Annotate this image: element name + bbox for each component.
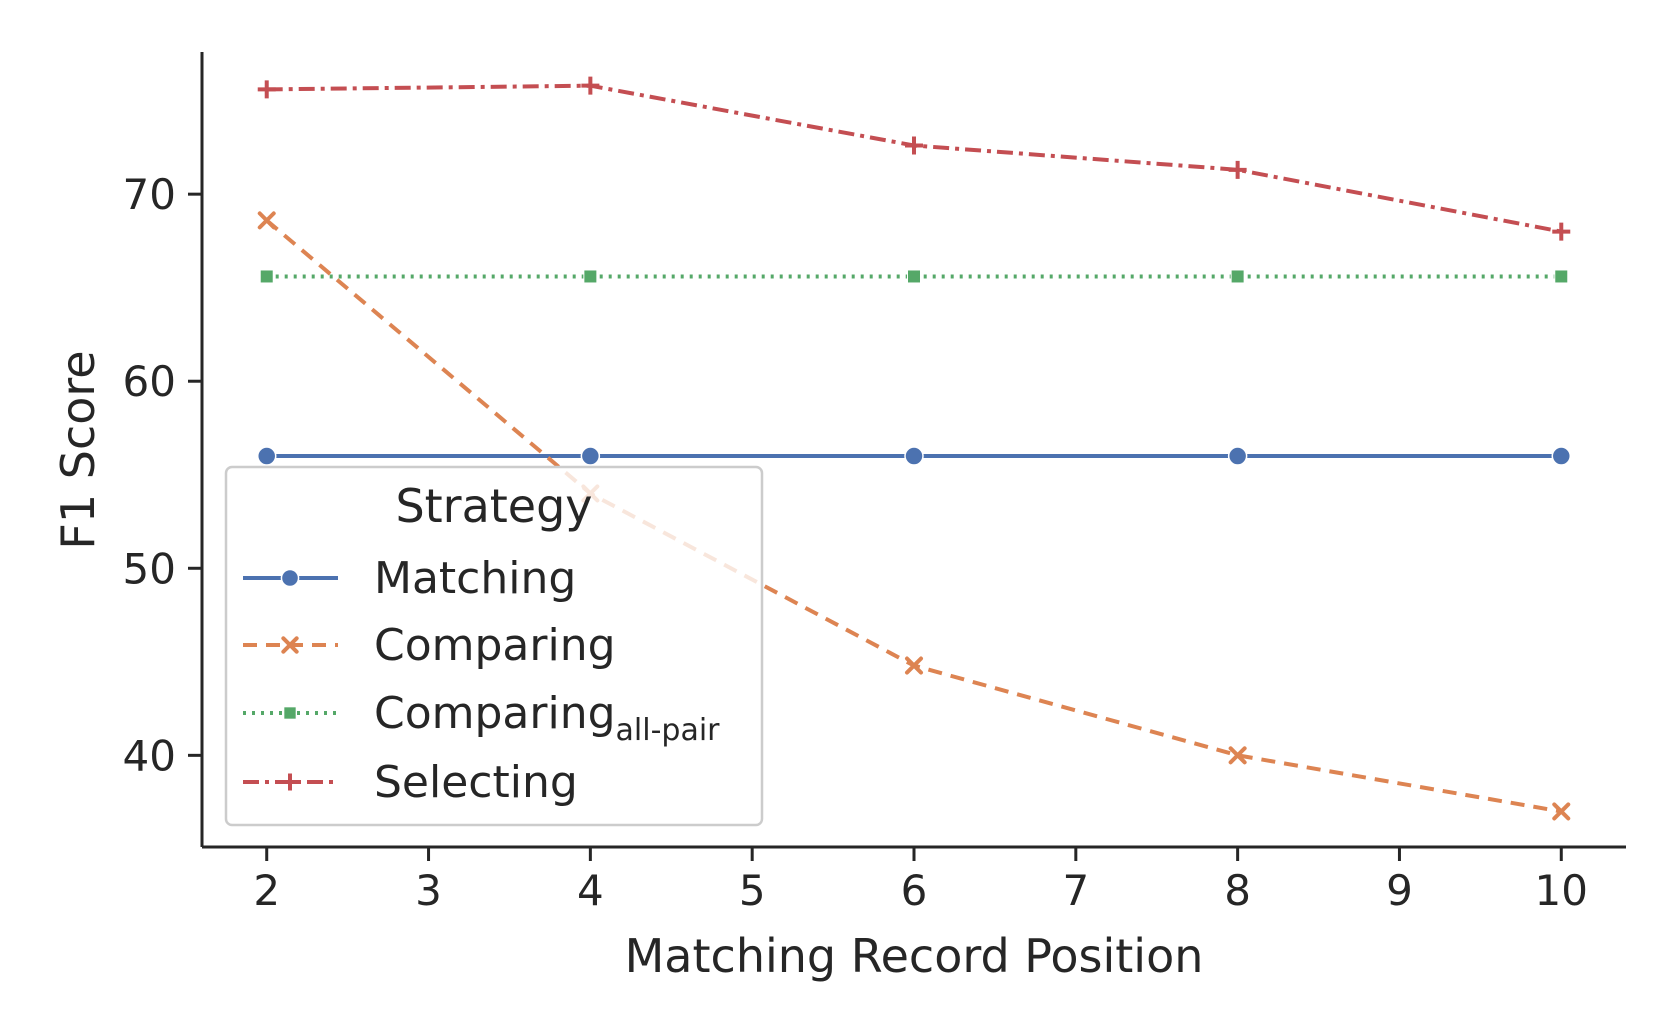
x-axis-label: Matching Record Position (625, 929, 1204, 983)
legend-title: Strategy (395, 479, 592, 533)
legend-entry-comparing: Comparing (243, 620, 616, 671)
data-point-matching (904, 446, 924, 466)
x-tick-label: 2 (253, 866, 280, 915)
legend-entry-selecting: Selecting (243, 757, 578, 808)
legend-label: Selecting (374, 757, 578, 808)
legend-swatch-marker (281, 636, 299, 654)
legend-entry-comparing-all-pair: Comparingall-pair (243, 688, 720, 748)
x-tick-label: 3 (415, 866, 442, 915)
legend-label-main: Selecting (374, 757, 578, 808)
legend-items: MatchingComparingComparingall-pairSelect… (243, 553, 720, 808)
legend-label: Comparing (374, 620, 616, 671)
x-tick-label: 5 (739, 866, 766, 915)
data-point-comparing-all-pair (907, 269, 921, 284)
y-tick-label: 60 (123, 357, 176, 406)
data-point-comparing-all-pair (1554, 269, 1569, 284)
x-tick-label: 4 (577, 866, 604, 915)
data-point-selecting (257, 80, 276, 99)
data-point-comparing-all-pair (583, 269, 598, 284)
x-tick-label: 6 (901, 866, 928, 915)
legend-swatch-marker (281, 773, 299, 791)
x-tick-label: 7 (1062, 866, 1089, 915)
legend-label-subscript: all-pair (616, 713, 721, 748)
plot-area (256, 76, 1572, 821)
y-axis-label: F1 Score (51, 350, 105, 549)
x-ticks: 2 3 4 5 6 7 8 9 10 (253, 847, 1588, 915)
y-ticks: 40 50 60 70 (123, 170, 202, 780)
legend-label: Matching (374, 553, 576, 604)
data-point-comparing (1228, 746, 1247, 765)
data-point-selecting (1552, 222, 1571, 241)
y-tick-label: 50 (123, 544, 176, 593)
series-matching (256, 446, 1572, 466)
data-point-selecting (905, 136, 923, 155)
x-tick-label: 8 (1224, 866, 1251, 915)
data-point-comparing (905, 656, 923, 675)
legend: Strategy MatchingComparingComparingall-p… (224, 465, 764, 827)
series-selecting (257, 76, 1571, 241)
data-point-matching (580, 446, 601, 466)
data-point-comparing-all-pair (259, 269, 274, 284)
data-point-comparing-all-pair (1230, 269, 1245, 284)
data-point-matching (256, 446, 277, 466)
data-point-selecting (1228, 160, 1247, 179)
y-tick-label: 40 (123, 731, 176, 780)
x-tick-label: 9 (1386, 866, 1413, 915)
legend-swatch-marker (280, 568, 300, 588)
data-point-matching (1227, 446, 1248, 466)
legend-frame (224, 465, 764, 827)
data-point-selecting (581, 76, 600, 95)
x-tick-label: 10 (1535, 866, 1588, 915)
data-point-comparing (1552, 802, 1571, 821)
legend-swatch-marker (283, 706, 297, 720)
data-point-matching (1551, 446, 1572, 466)
legend-label: Comparingall-pair (374, 688, 720, 748)
legend-label-main: Comparing (374, 688, 616, 739)
series-comparing-all-pair (259, 269, 1569, 284)
series-line-selecting (266, 83, 1562, 234)
y-tick-label: 70 (123, 170, 176, 219)
legend-entry-matching: Matching (243, 553, 576, 604)
data-point-comparing (257, 211, 276, 230)
legend-label-main: Comparing (374, 620, 616, 671)
legend-label-main: Matching (374, 553, 576, 604)
